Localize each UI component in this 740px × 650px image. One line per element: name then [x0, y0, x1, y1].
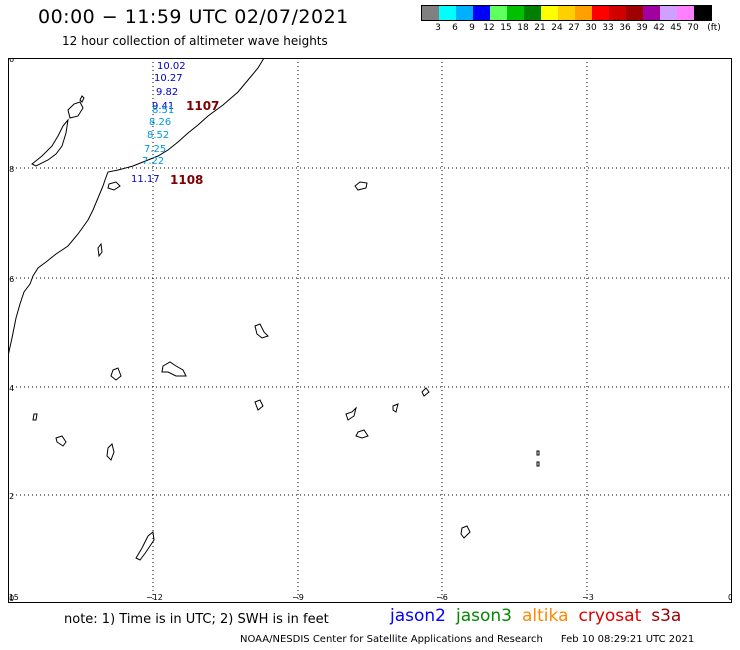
color-scale-label: 12	[483, 23, 495, 33]
map-frame	[8, 58, 732, 603]
wave-height-label: 8.52	[147, 130, 169, 141]
longitude-label: −9	[292, 593, 304, 602]
wave-height-label: 10.02	[157, 61, 186, 72]
color-swatch	[643, 6, 660, 20]
longitude-label: −6	[436, 593, 448, 602]
latitude-label: 30	[8, 58, 14, 64]
color-swatch	[626, 6, 643, 20]
wave-height-label: 9.82	[156, 87, 178, 98]
color-scale-label: 45	[670, 23, 682, 33]
satellite-legend-item: altika	[522, 606, 569, 626]
color-swatch	[677, 6, 694, 20]
color-swatch	[558, 6, 575, 20]
color-scale-label: 24	[551, 23, 563, 33]
longitude-label: −12	[146, 593, 163, 602]
color-swatch	[490, 6, 507, 20]
generated-timestamp: Feb 10 08:29:21 UTC 2021	[560, 634, 695, 645]
wave-height-label: 7.22	[142, 156, 164, 167]
color-scale-label: 15	[500, 23, 512, 33]
wave-height-label: 9.41	[152, 101, 174, 112]
african-coastline	[8, 58, 265, 357]
color-scale-label: 21	[534, 23, 546, 33]
grid-lines	[8, 58, 732, 603]
longitude-label: −15	[8, 593, 19, 602]
color-scale-label: 9	[469, 23, 475, 33]
color-swatch	[694, 6, 711, 20]
pass-labels: 1107 1108	[170, 99, 219, 187]
color-scale-swatches	[421, 5, 712, 21]
satellite-legend-item: jason3	[456, 606, 512, 626]
pass-number-label: 1108	[170, 173, 203, 187]
color-scale-label: 33	[602, 23, 614, 33]
satellite-legend-item: jason2	[390, 606, 446, 626]
latitude-label: 22	[8, 492, 14, 501]
longitude-labels: −15 −12 −9 −6 −3 0	[8, 593, 732, 602]
color-scale-label: 18	[517, 23, 529, 33]
color-swatch	[541, 6, 558, 20]
wave-height-label: 7.25	[144, 144, 166, 155]
wave-height-label: 10.27	[154, 73, 183, 84]
longitude-label: −3	[582, 593, 594, 602]
color-scale-label: 27	[568, 23, 580, 33]
chart-title: 00:00 − 11:59 UTC 02/07/2021	[38, 6, 349, 28]
color-swatch	[575, 6, 592, 20]
color-scale-label: 42	[653, 23, 665, 33]
latitude-label: 24	[8, 384, 14, 393]
color-scale-label: (ft)	[707, 23, 721, 33]
color-swatch	[473, 6, 490, 20]
chart-subtitle: 12 hour collection of altimeter wave hei…	[62, 34, 328, 48]
longitude-label: 0	[728, 593, 732, 602]
satellite-legend-item: cryosat	[578, 606, 642, 626]
color-scale-label: 36	[619, 23, 631, 33]
credit-text: NOAA/NESDIS Center for Satellite Applica…	[240, 634, 543, 645]
satellite-legend: jason2 jason3 altika cryosat s3a	[390, 606, 691, 626]
color-scale-label: 30	[585, 23, 597, 33]
wave-height-label: 8.26	[149, 117, 171, 128]
credit-line: NOAA/NESDIS Center for Satellite Applica…	[240, 634, 694, 645]
pass-number-label: 1107	[186, 99, 219, 113]
units-note: note: 1) Time is in UTC; 2) SWH is in fe…	[64, 612, 329, 627]
color-swatch	[422, 6, 439, 20]
latitude-labels: 30 28 26 24 22 20	[8, 58, 14, 603]
color-scale-label: 70	[687, 23, 699, 33]
color-scale-labels: 3 6 9 12 15 18 21 24 27 30 33 36 39 42 45 70 (ft)	[421, 21, 721, 33]
wave-height-label: 11.17	[131, 174, 160, 185]
islands	[31, 95, 540, 561]
color-swatch	[660, 6, 677, 20]
color-scale: 3 6 9 12 15 18 21 24 27 30 33 36 39 42 45 70 (ft)	[421, 5, 721, 33]
color-swatch	[439, 6, 456, 20]
latitude-label: 20	[8, 594, 14, 603]
color-scale-label: 6	[452, 23, 458, 33]
latitude-label: 28	[8, 165, 14, 174]
latitude-label: 26	[8, 275, 14, 284]
color-swatch	[456, 6, 473, 20]
color-swatch	[609, 6, 626, 20]
color-swatch	[592, 6, 609, 20]
color-swatch	[524, 6, 541, 20]
satellite-legend-item: s3a	[651, 606, 682, 626]
color-swatch	[507, 6, 524, 20]
color-scale-label: 3	[435, 23, 441, 33]
color-scale-label: 39	[636, 23, 648, 33]
wave-height-label: 8.51	[152, 105, 174, 116]
